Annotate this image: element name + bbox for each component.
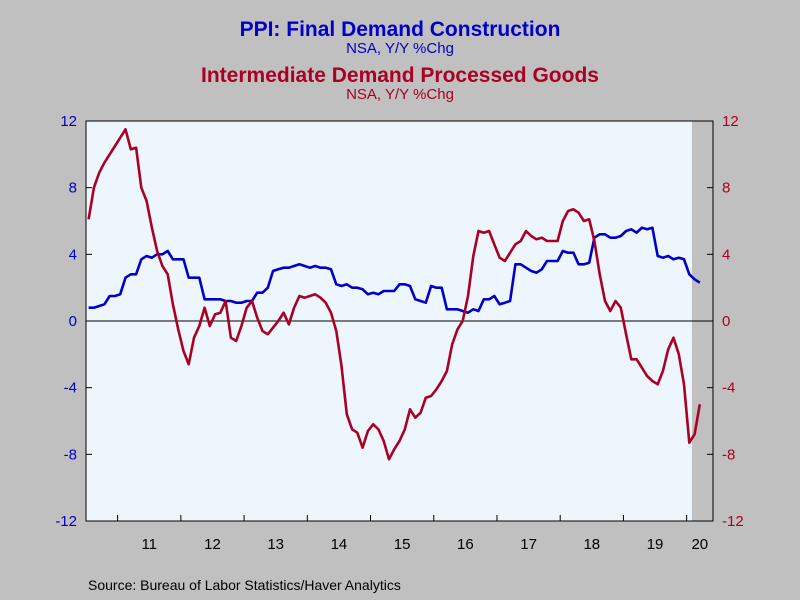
x-tick-label: 11 (141, 536, 157, 553)
y-tick-label-left: 0 (69, 313, 77, 330)
y-tick-label-right: -12 (722, 513, 744, 530)
y-tick-label-right: 0 (722, 313, 730, 330)
y-tick-label-left: -12 (55, 513, 77, 530)
x-tick-label: 17 (520, 536, 537, 553)
x-tick-label: 15 (394, 536, 411, 553)
series-line-1 (88, 226, 701, 315)
source-note: Source: Bureau of Labor Statistics/Haver… (88, 577, 401, 593)
x-tick-label: 16 (457, 536, 474, 553)
x-tick-label: 14 (331, 536, 348, 553)
x-tick-label: 13 (267, 536, 284, 553)
x-tick-label: 12 (204, 536, 221, 553)
y-tick-label-left: -4 (64, 380, 77, 397)
y-tick-label-left: -8 (64, 446, 77, 463)
y-tick-label-left: 8 (69, 180, 77, 197)
y-tick-label-right: -4 (722, 380, 735, 397)
x-tick-label: 18 (583, 536, 600, 553)
chart-title-series2: Intermediate Demand Processed Goods (201, 64, 599, 87)
y-tick-label-left: 12 (60, 113, 77, 130)
x-tick-label: 20 (691, 536, 708, 553)
y-tick-label-left: 4 (69, 246, 77, 263)
y-tick-label-right: 4 (722, 246, 730, 263)
x-tick-label: 19 (647, 536, 664, 553)
chart-subtitle-series1: NSA, Y/Y %Chg (346, 40, 454, 57)
y-tick-label-right: 12 (722, 113, 739, 130)
plot-border (85, 120, 714, 522)
y-tick-label-right: 8 (722, 180, 730, 197)
chart-subtitle-series2: NSA, Y/Y %Chg (346, 86, 454, 103)
series-line-2 (87, 128, 702, 461)
y-tick-label-right: -8 (722, 446, 735, 463)
chart-title-series1: PPI: Final Demand Construction (239, 18, 561, 41)
